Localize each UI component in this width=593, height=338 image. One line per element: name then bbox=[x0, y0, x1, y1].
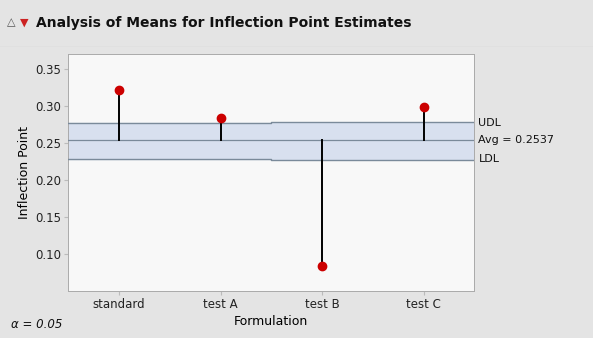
Text: Avg = 0.2537: Avg = 0.2537 bbox=[479, 135, 554, 145]
Text: UDL: UDL bbox=[479, 118, 501, 128]
Text: ▼: ▼ bbox=[20, 18, 28, 28]
Text: α = 0.05: α = 0.05 bbox=[11, 318, 62, 331]
Text: △: △ bbox=[7, 18, 15, 28]
Bar bbox=[68, 123, 474, 159]
X-axis label: Formulation: Formulation bbox=[234, 315, 308, 328]
Text: LDL: LDL bbox=[479, 154, 499, 164]
Y-axis label: Inflection Point: Inflection Point bbox=[18, 126, 31, 219]
Text: Analysis of Means for Inflection Point Estimates: Analysis of Means for Inflection Point E… bbox=[36, 16, 411, 30]
